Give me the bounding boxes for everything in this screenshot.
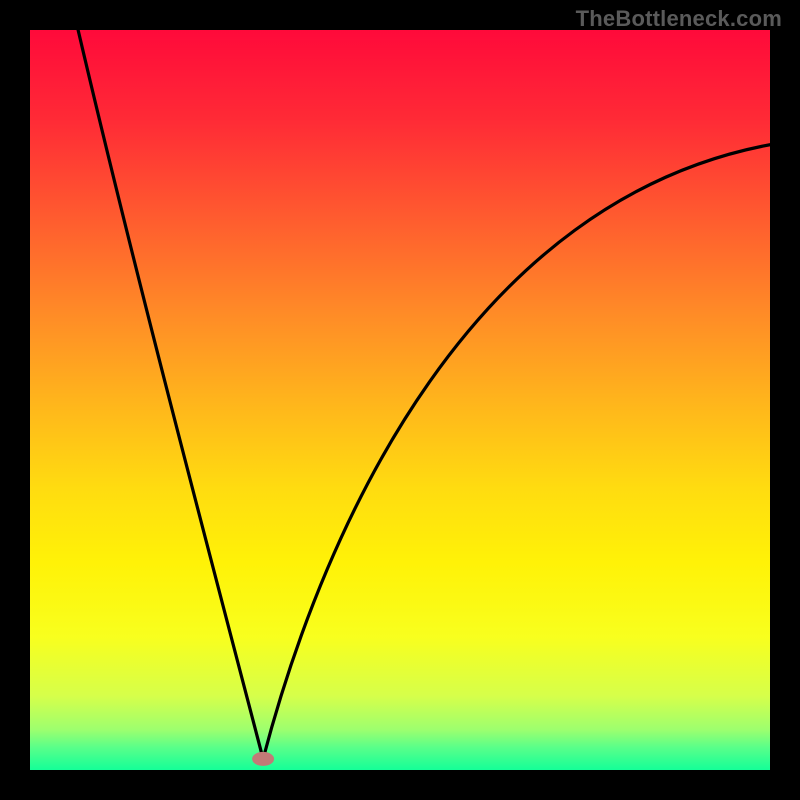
plot-background bbox=[30, 30, 770, 770]
watermark-text: TheBottleneck.com bbox=[576, 6, 782, 32]
bottleneck-chart bbox=[0, 0, 800, 800]
min-point-marker bbox=[252, 752, 274, 766]
chart-container: TheBottleneck.com bbox=[0, 0, 800, 800]
